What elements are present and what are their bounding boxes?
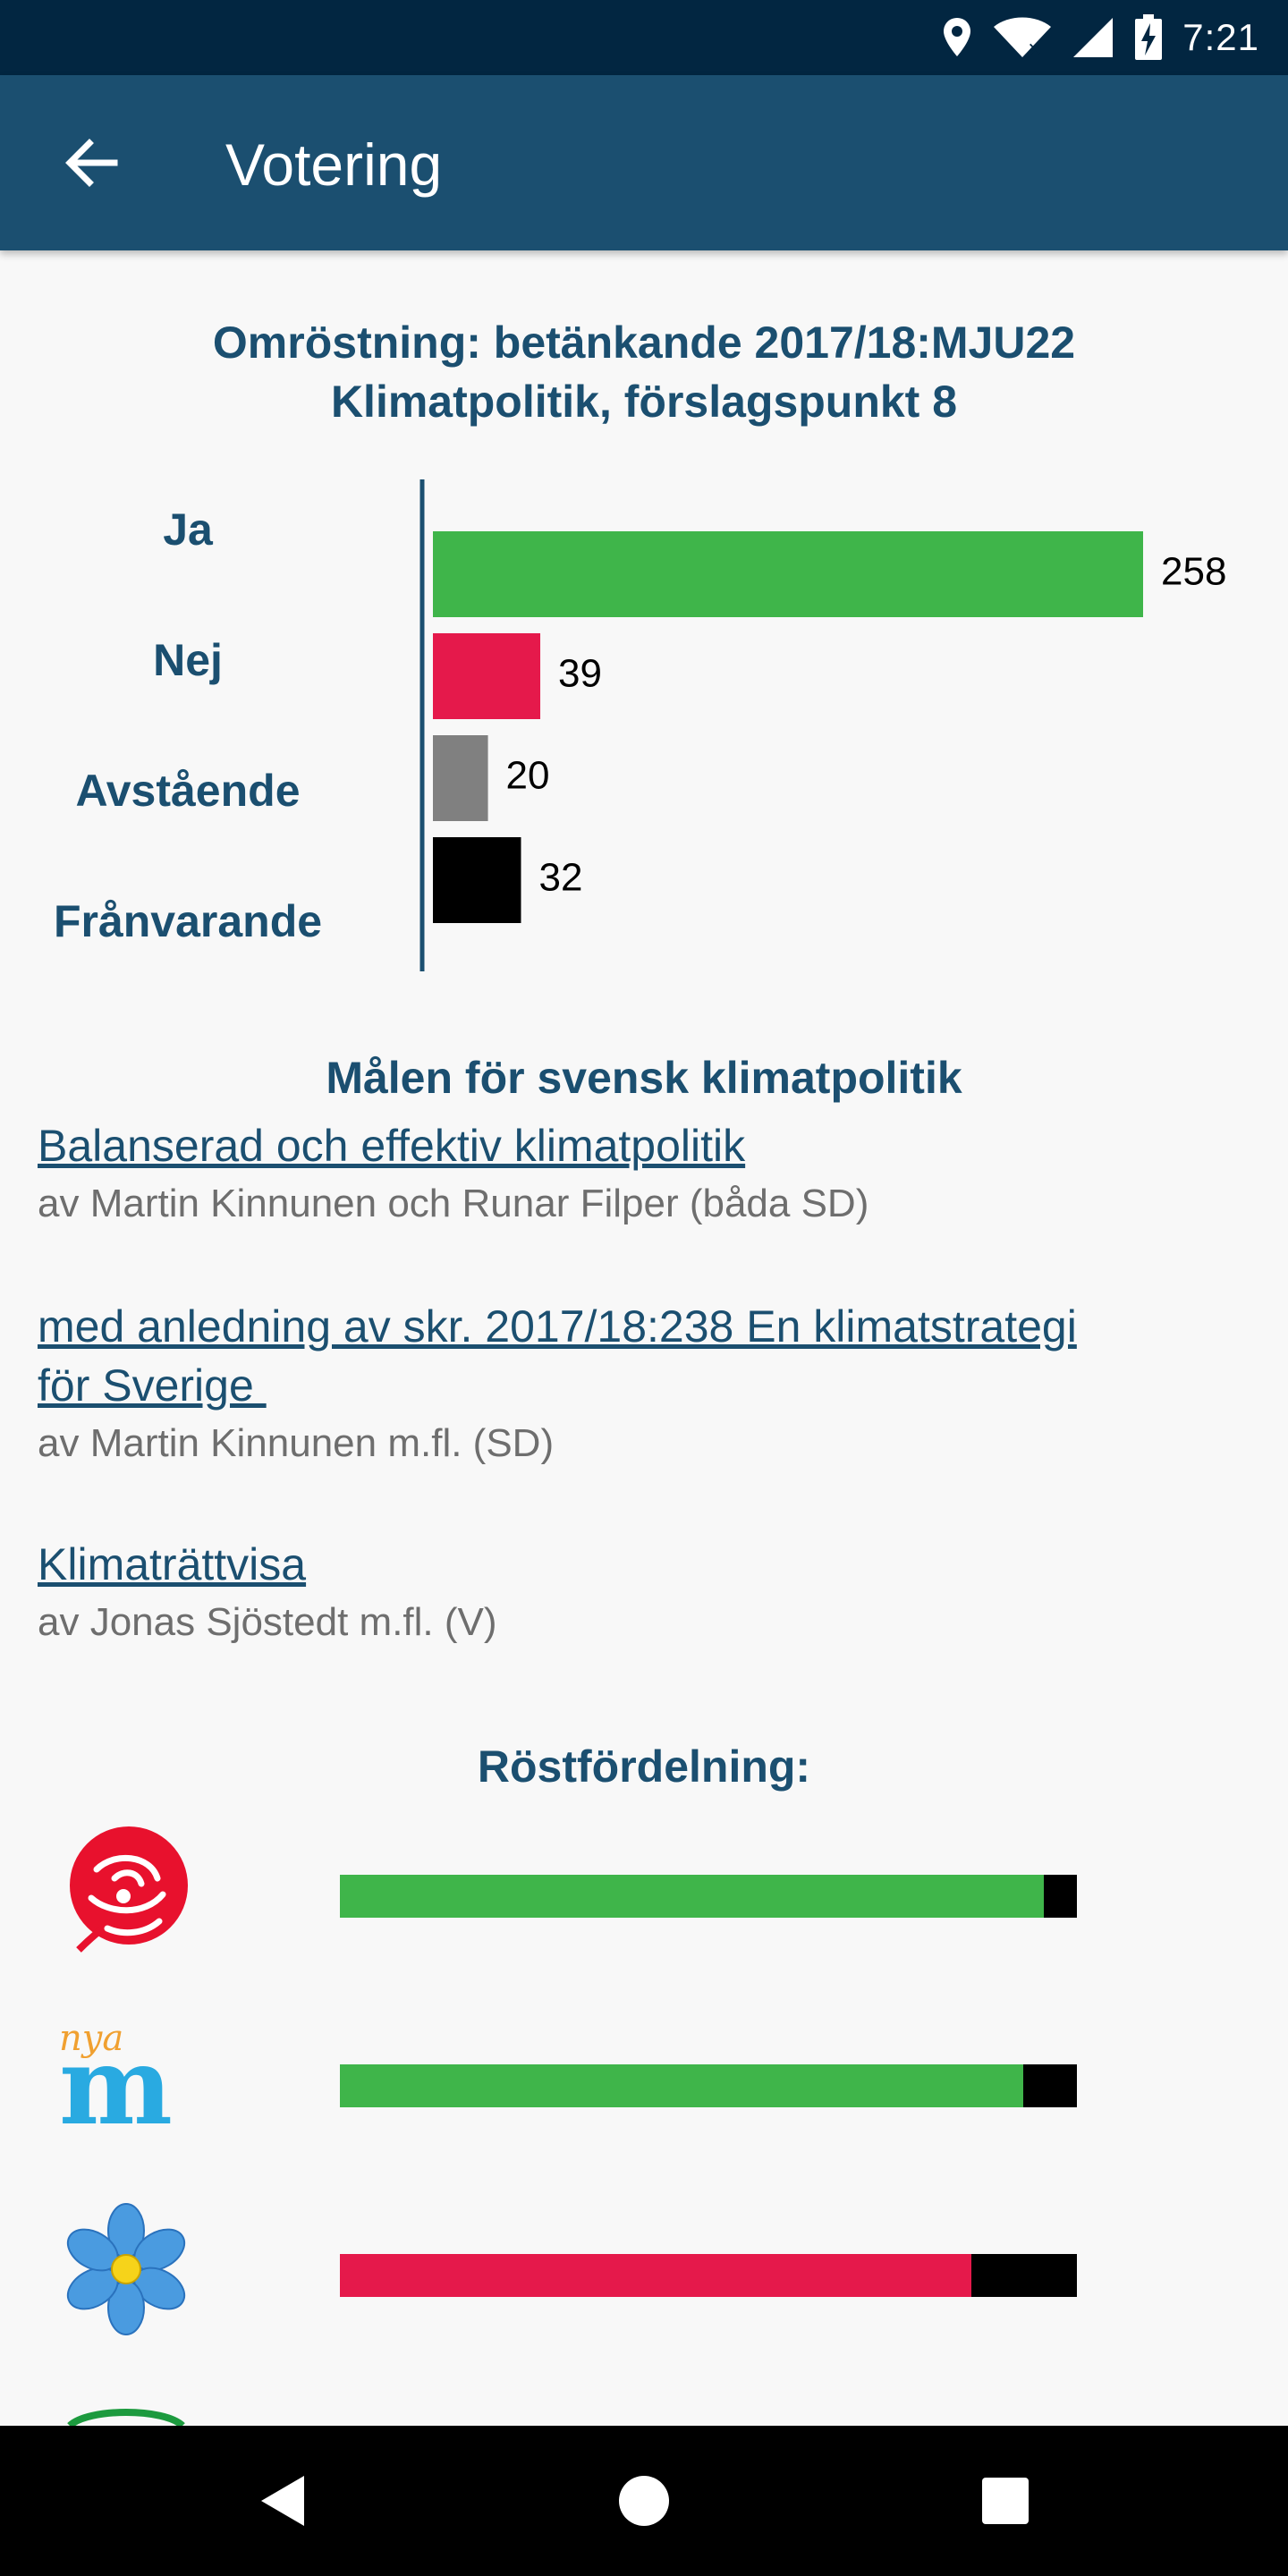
motion-item: Balanserad och effektiv klimatpolitik av… <box>38 1116 1254 1231</box>
party-row[interactable]: nya m <box>0 2005 1288 2166</box>
bar-segment-no <box>340 2254 972 2297</box>
flower-logo-icon <box>66 2203 186 2335</box>
status-bar: × 7:21 <box>0 0 1288 75</box>
battery-charging-icon <box>1135 14 1163 60</box>
m-logo-big: m <box>59 2023 173 2149</box>
nav-recents-button[interactable] <box>970 2465 1041 2537</box>
motion-link-line-1: med anledning av skr. 2017/18:238 En kli… <box>38 1301 1077 1352</box>
category-label: Avstående <box>75 766 300 816</box>
category-label: Ja <box>163 504 214 555</box>
bar-segment-absent <box>971 2254 1077 2297</box>
app-title: Votering <box>225 131 443 198</box>
square-recents-icon <box>982 2478 1029 2524</box>
bar-segment-absent <box>1043 1875 1077 1918</box>
rose-logo-icon <box>70 1826 188 1953</box>
bar-segment-absent <box>1022 2064 1077 2107</box>
bar-segment-yes <box>340 2064 1023 2107</box>
motion-item: Klimaträttvisa av Jonas Sjöstedt m.fl. (… <box>38 1535 1254 1649</box>
motion-link[interactable]: med anledning av skr. 2017/18:238 En kli… <box>38 1297 1254 1415</box>
distribution-bar <box>340 2064 1077 2107</box>
motion-link[interactable]: Klimaträttvisa <box>38 1539 307 1589</box>
vote-chart: Ja 258 Nej 39 Avstående 20 Frånvarande 32 <box>54 479 1226 971</box>
svg-text:×: × <box>1027 38 1043 59</box>
motion-author: av Martin Kinnunen m.fl. (SD) <box>38 1421 555 1465</box>
nav-back-button[interactable] <box>247 2465 318 2537</box>
app-bar: Votering <box>0 75 1288 250</box>
distribution-heading: Röstfördelning: <box>477 1741 811 1792</box>
nav-home-button[interactable] <box>608 2465 680 2537</box>
motion-author: av Martin Kinnunen och Runar Filper (båd… <box>38 1182 869 1225</box>
vote-bar <box>433 633 541 719</box>
bar-segment-yes <box>340 1875 1044 1918</box>
motion-link[interactable]: Balanserad och effektiv klimatpolitik <box>38 1121 746 1171</box>
location-icon <box>944 18 971 56</box>
value-label: 20 <box>506 754 550 798</box>
arrow-back-icon <box>65 139 118 187</box>
nya-m-logo-icon: nya m <box>59 2018 173 2149</box>
m-logo-small: nya <box>59 2018 123 2059</box>
category-label: Nej <box>153 635 223 685</box>
party-row[interactable] <box>0 2195 1288 2356</box>
vote-title: Omröstning: betänkande 2017/18:MJU22 <box>212 318 1076 368</box>
circle-home-icon <box>619 2476 669 2526</box>
motion-link-line-2: för Sverige <box>38 1360 267 1411</box>
value-label: 258 <box>1161 550 1226 594</box>
back-button[interactable] <box>54 125 129 200</box>
vote-bar <box>433 735 488 821</box>
value-label: 39 <box>558 652 602 696</box>
motions-heading: Målen för svensk klimatpolitik <box>326 1053 962 1103</box>
vote-bar <box>433 837 521 923</box>
navigation-bar <box>0 2426 1288 2576</box>
value-label: 32 <box>538 856 582 900</box>
signal-icon <box>1073 18 1114 57</box>
party-row[interactable] <box>0 1816 1288 1977</box>
motion-item: med anledning av skr. 2017/18:238 En kli… <box>38 1297 1254 1470</box>
category-label: Frånvarande <box>54 896 322 946</box>
green-party-logo-icon <box>67 2409 185 2426</box>
motion-author: av Jonas Sjöstedt m.fl. (V) <box>38 1600 497 1644</box>
triangle-back-icon <box>261 2476 304 2526</box>
vote-subtitle: Klimatpolitik, förslagspunkt 8 <box>330 377 958 427</box>
distribution-bar <box>340 2254 1077 2297</box>
status-time: 7:21 <box>1182 16 1259 58</box>
wifi-icon: × <box>994 17 1052 59</box>
vote-bar <box>433 531 1143 617</box>
distribution-bar <box>340 1875 1077 1918</box>
